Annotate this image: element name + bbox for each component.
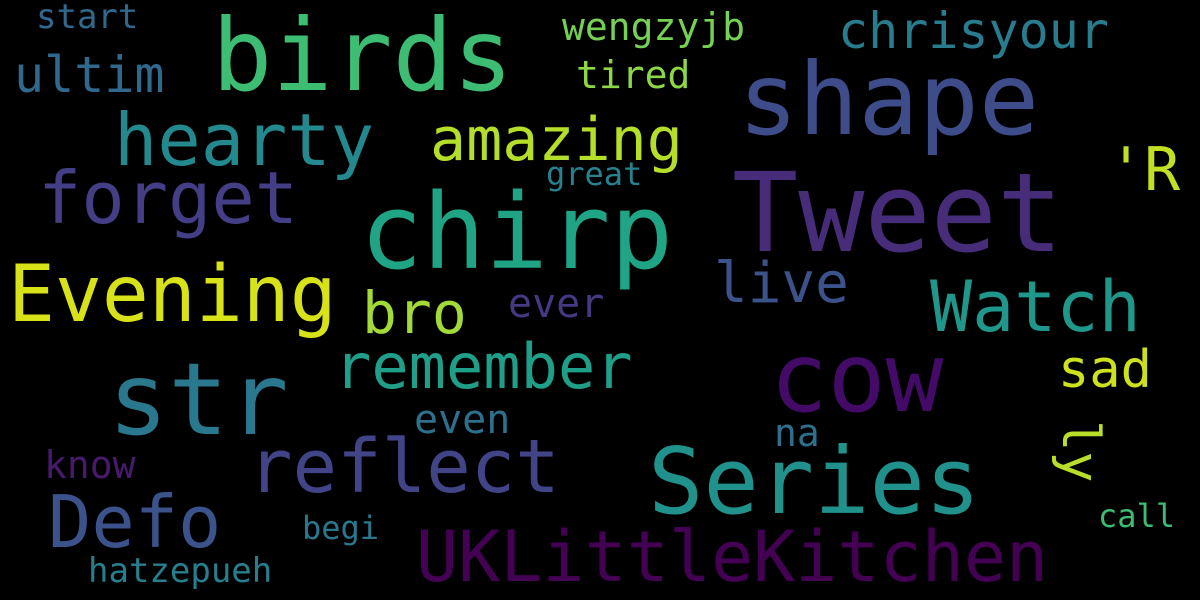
word-tired: tired xyxy=(576,53,691,97)
word-begi: begi xyxy=(302,509,380,547)
word-birds: birds xyxy=(212,0,514,114)
word-amazing: amazing xyxy=(430,105,683,175)
word-start: start xyxy=(36,0,139,37)
word-wengzyjb: wengzyjb xyxy=(562,5,746,49)
word-call: call xyxy=(1098,497,1176,535)
word-na: na xyxy=(774,411,820,455)
word-even: even xyxy=(414,397,511,443)
word-defo: Defo xyxy=(48,480,222,564)
word-hearty: hearty xyxy=(114,98,375,182)
word-ly: ly xyxy=(1050,420,1110,483)
word-evening: Evening xyxy=(8,250,337,340)
word-chirp: chirp xyxy=(360,171,674,293)
word-remember: remember xyxy=(334,330,633,403)
word-live: live xyxy=(714,251,849,316)
word-bro: bro xyxy=(362,279,467,347)
word-uklittlekitchen: UKLittleKitchen xyxy=(416,516,1049,598)
word-forget: forget xyxy=(38,156,299,240)
word-chrisyour: chrisyour xyxy=(838,2,1109,60)
word-tweet: Tweet xyxy=(732,149,1064,277)
word-ultim: ultim xyxy=(14,46,165,104)
word-shape: shape xyxy=(738,41,1040,158)
word-str: str xyxy=(108,341,289,458)
word-reflect: reflect xyxy=(248,424,560,510)
word-r: 'R xyxy=(1108,135,1181,205)
word-watch: Watch xyxy=(930,266,1141,348)
word-know: know xyxy=(44,443,136,487)
word-great: great xyxy=(546,155,643,193)
word-cow: cow xyxy=(770,322,944,434)
word-series: Series xyxy=(648,428,981,535)
word-ever: ever xyxy=(508,281,605,327)
word-hatzepueh: hatzepueh xyxy=(88,551,273,591)
word-sad: sad xyxy=(1058,340,1152,400)
